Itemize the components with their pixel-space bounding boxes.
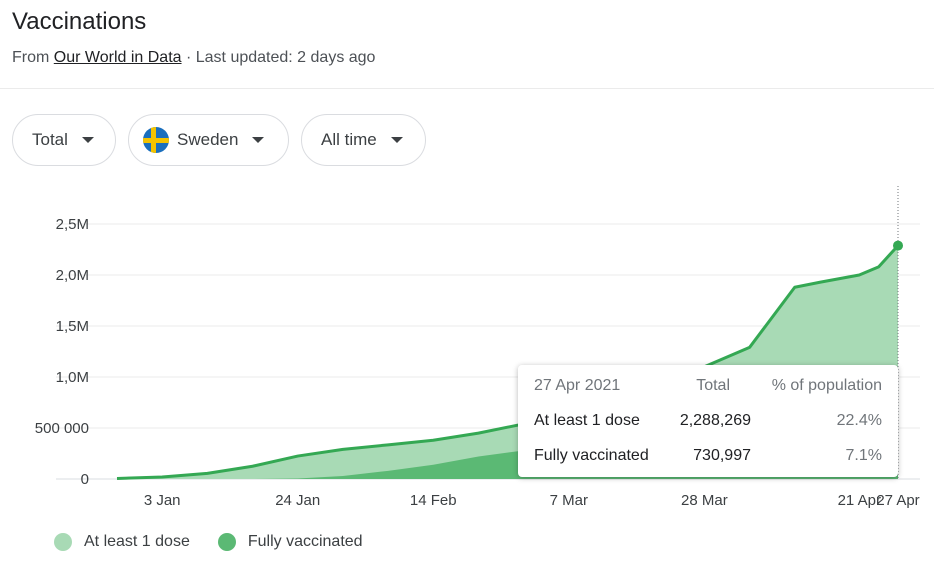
header-divider — [0, 88, 934, 89]
tooltip-header-total: Total — [696, 377, 730, 394]
metric-dropdown[interactable]: Total — [12, 114, 116, 166]
hover-point — [893, 240, 903, 251]
x-tick-label: 14 Feb — [410, 492, 457, 509]
y-tick-label: 1,5M — [56, 318, 89, 335]
y-tick-label: 1,0M — [56, 369, 89, 386]
x-tick-label: 28 Mar — [681, 492, 728, 509]
y-tick-label: 0 — [81, 471, 89, 488]
legend-label: At least 1 dose — [84, 533, 190, 550]
time-range-dropdown[interactable]: All time — [301, 114, 426, 166]
chart-legend: At least 1 dose Fully vaccinated — [54, 533, 391, 551]
x-tick-label: 3 Jan — [144, 492, 181, 509]
chevron-down-icon — [252, 137, 265, 143]
tooltip-row-total: 730,997 — [693, 447, 751, 464]
tooltip-row-label: At least 1 dose — [534, 412, 640, 429]
metric-dropdown-label: Total — [32, 130, 68, 149]
last-updated: · Last updated: 2 days ago — [185, 49, 376, 66]
tooltip-row-pct: 7.1% — [845, 447, 882, 464]
tooltip-row-label: Fully vaccinated — [534, 447, 649, 464]
sweden-flag-icon — [143, 127, 169, 153]
x-tick-label: 27 Apr — [876, 492, 919, 509]
country-dropdown[interactable]: Sweden — [128, 114, 289, 166]
y-tick-label: 2,5M — [56, 216, 89, 233]
country-dropdown-label: Sweden — [177, 130, 239, 149]
tooltip-row-total: 2,288,269 — [679, 412, 751, 429]
legend-swatch — [217, 533, 236, 551]
from-label: From — [12, 49, 50, 66]
tooltip-date: 27 Apr 2021 — [534, 377, 621, 394]
chevron-down-icon — [81, 137, 94, 143]
source-link[interactable]: Our World in Data — [53, 49, 182, 66]
chart-tooltip: 27 Apr 2021 Total % of population At lea… — [518, 365, 898, 477]
legend-swatch — [54, 533, 72, 551]
legend-label: Fully vaccinated — [247, 533, 363, 550]
y-tick-label: 500 000 — [35, 420, 89, 437]
tooltip-row-pct: 22.4% — [836, 412, 882, 429]
tooltip-header-pct: % of population — [771, 377, 882, 394]
legend-item-dose1[interactable]: At least 1 dose — [54, 533, 190, 551]
x-tick-label: 24 Jan — [275, 492, 320, 509]
x-tick-label: 7 Mar — [550, 492, 588, 509]
page-title: Vaccinations — [12, 8, 147, 35]
source-line: From Our World in Data · Last updated: 2… — [12, 49, 375, 67]
y-axis-labels: 0 500 000 1,0M 1,5M 2,0M 2,5M — [35, 216, 89, 488]
legend-item-full[interactable]: Fully vaccinated — [217, 533, 363, 551]
chevron-down-icon — [390, 137, 403, 143]
y-tick-label: 2,0M — [56, 267, 89, 284]
x-tick-label: 21 Apr — [838, 492, 881, 509]
time-range-dropdown-label: All time — [321, 130, 377, 149]
